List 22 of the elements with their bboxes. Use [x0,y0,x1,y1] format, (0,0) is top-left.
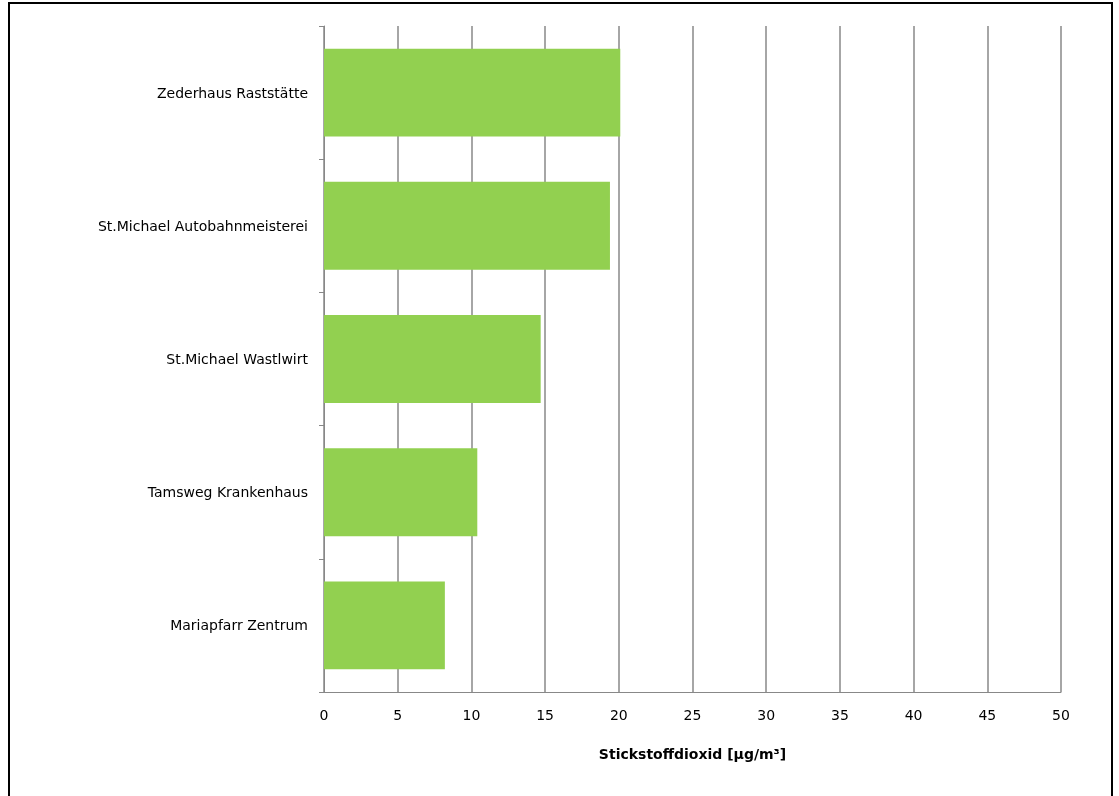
x-tick-label: 5 [393,707,403,723]
y-tick-label: Zederhaus Raststätte [156,84,308,101]
y-tick-label: Mariapfarr Zentrum [170,617,308,634]
x-tick-label: 0 [319,707,329,723]
y-tick-label: St.Michael Autobahnmeisterei [97,217,308,234]
x-tick-label: 50 [1052,707,1070,723]
y-tick-label: Tamsweg Krankenhaus [146,484,308,501]
x-tick-label: 15 [536,707,555,723]
x-tick-label: 40 [904,707,923,723]
bar [324,581,445,670]
bar [324,448,478,537]
bar [324,181,610,270]
x-tick-label: 25 [683,707,702,723]
x-tick-label: 10 [462,707,481,723]
bar [324,315,541,403]
x-axis-title: Stickstoffdioxid [µg/m³] [598,746,787,762]
bar [324,48,621,137]
x-tick-label: 45 [978,707,997,723]
y-tick-label: St.Michael Wastlwirt [166,351,309,367]
x-tick-label: 30 [757,707,776,723]
x-tick-label: 35 [830,707,849,723]
x-tick-label: 20 [609,707,628,723]
